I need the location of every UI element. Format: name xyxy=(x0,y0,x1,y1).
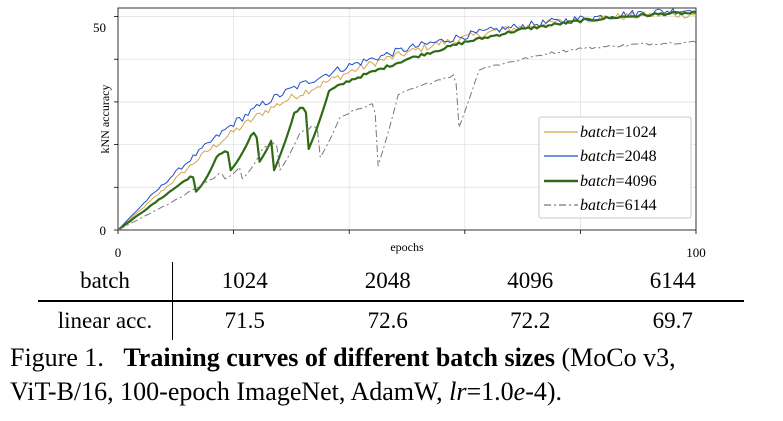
caption-line2-start: ViT-B/16, 100-epoch ImageNet, AdamW, xyxy=(10,377,443,406)
legend-box xyxy=(538,116,692,219)
legend-entry-4096: batch=4096 xyxy=(544,173,657,190)
table-cell-4096: 72.2 xyxy=(510,308,551,333)
y-axis-label: kNN accuracy xyxy=(98,85,112,154)
legend-label-6144: batch=6144 xyxy=(580,197,657,214)
caption-rest-1: (MoCo v3, xyxy=(561,343,676,372)
figure-caption: Figure 1. Training curves of different b… xyxy=(10,341,783,409)
series-line-4096 xyxy=(117,10,696,231)
table-row: linear acc. 71.5 72.6 72.2 69.7 xyxy=(38,301,744,340)
plot-frame xyxy=(117,7,697,231)
caption-lr-e: e xyxy=(513,377,526,406)
legend: batch=1024 batch=2048 batch=4096 batch=6… xyxy=(538,116,692,219)
caption-line-1: Figure 1. Training curves of different b… xyxy=(10,341,783,375)
caption-lr-var: lr xyxy=(449,377,467,406)
table-col-1024: 1024 xyxy=(172,262,317,302)
series-line-6144 xyxy=(117,40,697,231)
y-tick-label-0: 0 xyxy=(100,223,107,238)
series-line-1024 xyxy=(117,11,697,231)
legend-label-4096: batch=4096 xyxy=(580,173,657,190)
caption-prefix: Figure 1. xyxy=(10,343,104,372)
linear-accuracy-table: batch 1024 2048 4096 6144 linear acc. 71… xyxy=(38,262,744,340)
table-cell-6144: 69.7 xyxy=(652,308,693,333)
series-lines xyxy=(117,8,697,231)
legend-entry-2048: batch=2048 xyxy=(544,148,657,165)
series-line-2048 xyxy=(117,8,697,231)
x-tick-label-100: 100 xyxy=(686,245,706,260)
caption-line-2: ViT-B/16, 100-epoch ImageNet, AdamW, lr=… xyxy=(10,375,783,409)
y-tick-label-50: 50 xyxy=(93,20,106,35)
x-axis-label: epochs xyxy=(390,240,424,254)
table-cell-1024: 71.5 xyxy=(224,308,265,333)
axes xyxy=(117,7,697,231)
legend-label-1024: batch=1024 xyxy=(580,124,657,141)
legend-entry-6144: batch=6144 xyxy=(544,197,657,214)
knn-accuracy-chart: 50 0 0 100 epochs kNN accuracy batch=102… xyxy=(93,7,706,260)
legend-label-2048: batch=2048 xyxy=(580,148,657,165)
table-col-4096: 4096 xyxy=(459,262,602,302)
table-row-label: linear acc. xyxy=(38,301,173,340)
table-header-row: batch 1024 2048 4096 6144 xyxy=(38,262,744,302)
x-tick-label-0: 0 xyxy=(115,245,122,260)
caption-lr-end: -4). xyxy=(525,377,563,406)
axis-ticks xyxy=(114,16,697,234)
table-header-label: batch xyxy=(38,262,173,302)
caption-lr-eq: =1.0 xyxy=(466,377,514,406)
table-cell-2048: 72.6 xyxy=(367,308,408,333)
legend-entry-1024: batch=1024 xyxy=(544,124,657,141)
table-col-6144: 6144 xyxy=(601,262,744,302)
caption-title: Training curves of different batch sizes xyxy=(123,343,555,372)
table-col-2048: 2048 xyxy=(316,262,460,302)
